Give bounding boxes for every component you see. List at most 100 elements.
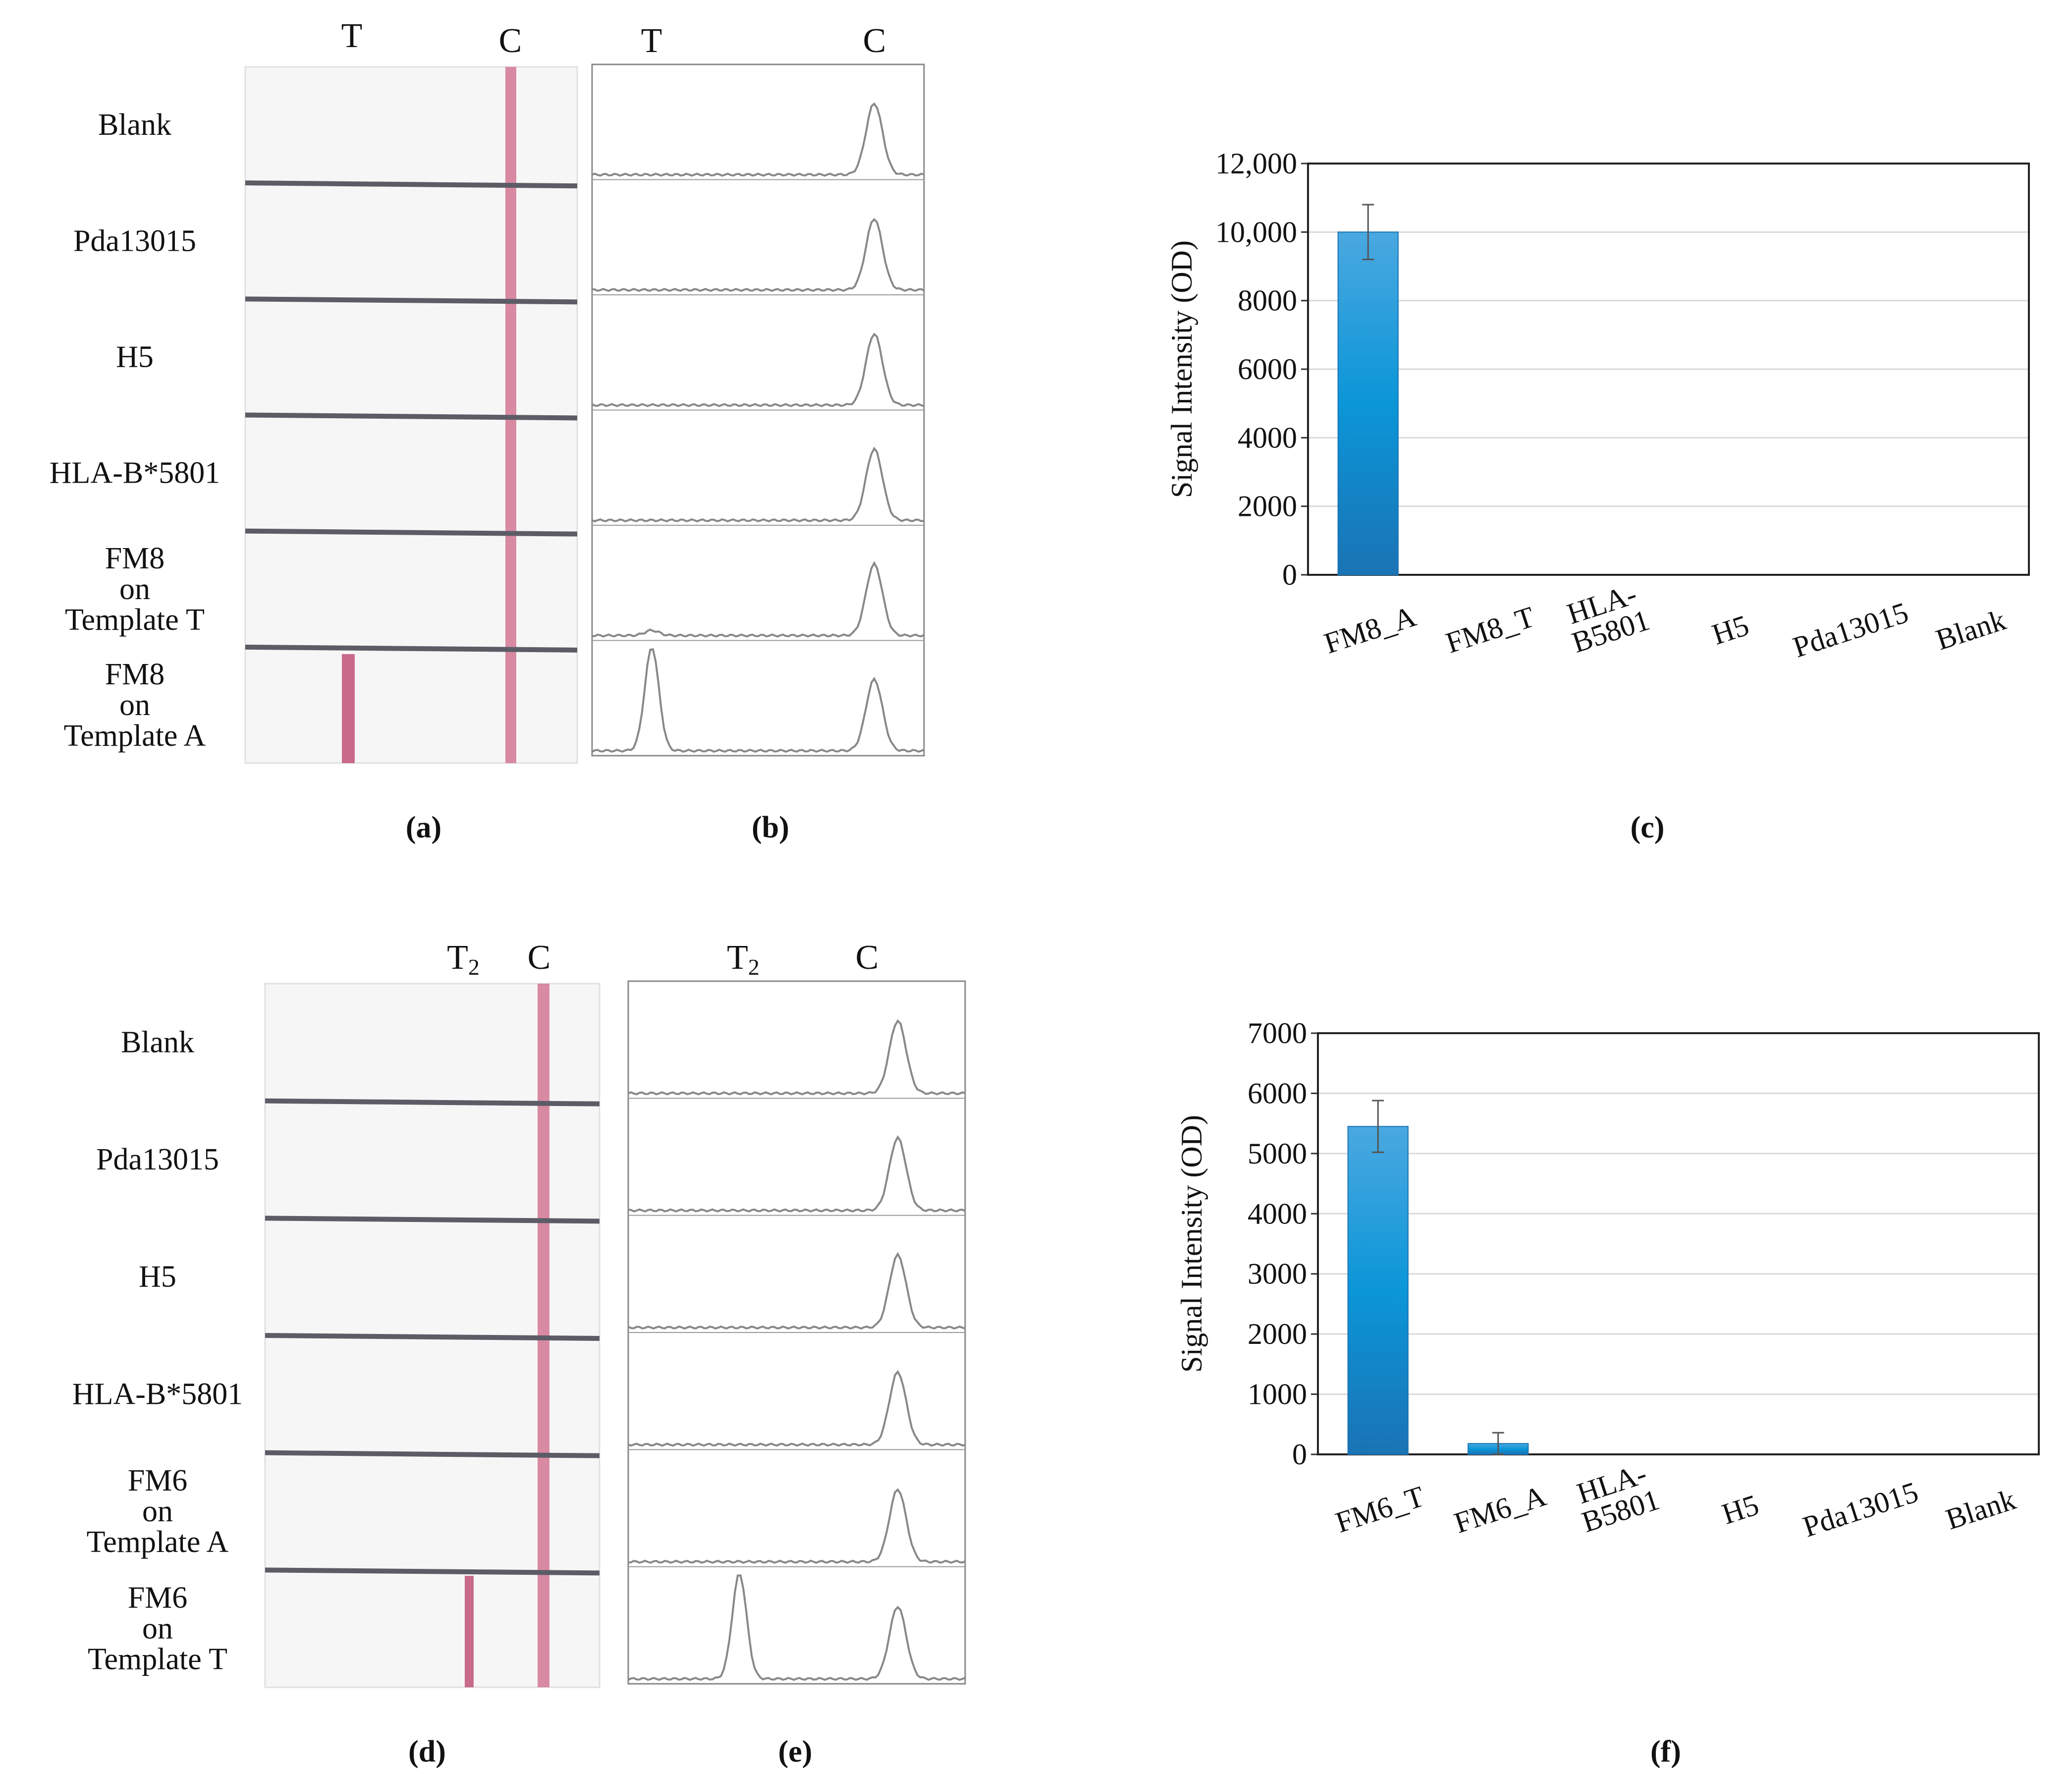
strip-row-divider [245, 528, 578, 537]
y-tick-label: 4000 [1248, 1197, 1307, 1230]
row-label-line: HLA-B*5801 [72, 1377, 243, 1411]
x-category-label: Blank [1942, 1483, 2019, 1536]
row-label-line: FM8 [105, 542, 165, 575]
strip-d-t2-header: T2 [447, 939, 480, 980]
row-label-line: FM6 [128, 1464, 188, 1497]
y-tick-label: 12,000 [1215, 147, 1297, 180]
densitometry-trace [592, 648, 925, 753]
strip-row-divider [245, 180, 578, 189]
x-category-label: Pda13015 [1789, 596, 1912, 664]
panel-label-f: (f) [1650, 1735, 1681, 1769]
y-tick-label: 5000 [1248, 1137, 1307, 1170]
trace-e-t2-letter: T [727, 939, 748, 977]
y-axis-label: Signal Intensity (OD) [1175, 1115, 1208, 1373]
row-label-line: Pda13015 [73, 224, 196, 258]
densitometry-trace [592, 561, 925, 638]
row-label-line: Pda13015 [96, 1143, 219, 1176]
row-label-line: FM8 [105, 658, 165, 691]
bar-chart-f: 0 1000 2000 3000 4000 5000 6000 7000 Signal Inte… [1175, 1017, 2040, 1544]
y-tick-label: 8000 [1238, 284, 1297, 317]
strip-a-c-header: C [499, 22, 522, 60]
bar [1337, 231, 1399, 576]
y-axis-label: Signal Intensity (OD) [1165, 240, 1198, 498]
strip-d-t2-letter: T [447, 939, 468, 977]
strip-row-divider [265, 1567, 600, 1576]
row-label-line: on [119, 572, 150, 606]
densitometry-trace [592, 218, 925, 292]
densitometry-trace [592, 333, 925, 407]
row-label-line: Template T [65, 603, 205, 637]
strip-d-c-header: C [528, 939, 551, 977]
densitometry-trace [628, 1370, 966, 1447]
trace-e-t2-subscript: 2 [748, 954, 760, 980]
densitometry-trace [592, 102, 925, 177]
x-category-label: FM8_T [1442, 600, 1538, 659]
panel-label-d: (d) [408, 1735, 446, 1769]
y-tick-label: 2000 [1238, 490, 1297, 523]
strip-row-divider [245, 296, 578, 305]
test-line-a [342, 654, 355, 763]
strip-a-t-header: T [341, 17, 363, 55]
panel-label-b: (b) [752, 811, 789, 844]
y-tick-label: 0 [1292, 1438, 1307, 1471]
y-tick-label: 3000 [1248, 1258, 1307, 1290]
y-tick-label: 2000 [1248, 1318, 1307, 1350]
strip-row-divider [265, 1098, 600, 1107]
y-tick-label: 0 [1282, 558, 1297, 591]
test-line-d [465, 1576, 474, 1687]
x-category-label: H5 [1718, 1488, 1762, 1530]
panel-label-e: (e) [778, 1735, 813, 1769]
densitometry-trace [628, 1488, 966, 1564]
densitometry-trace [628, 1019, 966, 1096]
bar [1347, 1126, 1409, 1455]
row-label-line: HLA-B*5801 [50, 456, 220, 490]
densitometry-trace [628, 1135, 966, 1213]
x-category-label: FM6_T [1332, 1480, 1428, 1539]
x-category-label: Pda13015 [1799, 1476, 1922, 1544]
bar-chart-c: 0 2000 4000 6000 8000 10,000 12,000 Signal Inte… [1165, 147, 2030, 664]
trace-panel-b [591, 63, 925, 757]
densitometry-trace [628, 1252, 966, 1330]
densitometry-trace [628, 1574, 966, 1681]
row-label-line: on [119, 688, 150, 722]
trace-b-t-header: T [641, 22, 662, 60]
strip-row-divider [245, 644, 578, 653]
trace-e-c-header: C [856, 939, 879, 977]
row-label-line: on [142, 1495, 173, 1528]
row-label-line: Blank [121, 1025, 194, 1059]
row-label-line: on [142, 1612, 173, 1646]
y-tick-label: 4000 [1238, 421, 1297, 454]
y-tick-label: 7000 [1248, 1017, 1307, 1050]
y-tick-label: 6000 [1238, 353, 1297, 386]
y-tick-label: 10,000 [1215, 216, 1297, 248]
row-label-line: Blank [98, 108, 171, 142]
x-category-label: Blank [1932, 603, 2010, 656]
row-label-line: Template T [88, 1643, 227, 1676]
strip-row-divider [265, 1450, 600, 1458]
trace-b-c-header: C [863, 22, 886, 60]
panel-label-a: (a) [406, 811, 441, 844]
x-category-label: H5 [1708, 609, 1752, 651]
row-label-line: FM6 [128, 1581, 188, 1615]
panel-label-c: (c) [1631, 811, 1665, 844]
x-category-label: HLA-B5801 [1569, 1456, 1664, 1539]
strip-row-divider [245, 412, 578, 421]
y-tick-label: 6000 [1248, 1077, 1307, 1109]
strip-d-t2-subscript: 2 [468, 954, 480, 980]
strip-panel-d [264, 983, 600, 1688]
x-category-label: HLA-B5801 [1559, 576, 1654, 659]
x-category-label: FM8_A [1320, 600, 1419, 660]
row-label-line: Template A [64, 719, 206, 753]
strip-row-divider [265, 1216, 600, 1224]
plot-frame [1317, 1032, 2040, 1455]
trace-panel-e [627, 980, 966, 1685]
x-category-label: FM6_A [1450, 1479, 1550, 1540]
row-label-line: H5 [116, 340, 154, 374]
row-label-line: Template A [87, 1525, 229, 1559]
strip-panel-a [244, 66, 578, 764]
row-label-line: H5 [139, 1260, 176, 1294]
strip-row-divider [265, 1333, 600, 1341]
